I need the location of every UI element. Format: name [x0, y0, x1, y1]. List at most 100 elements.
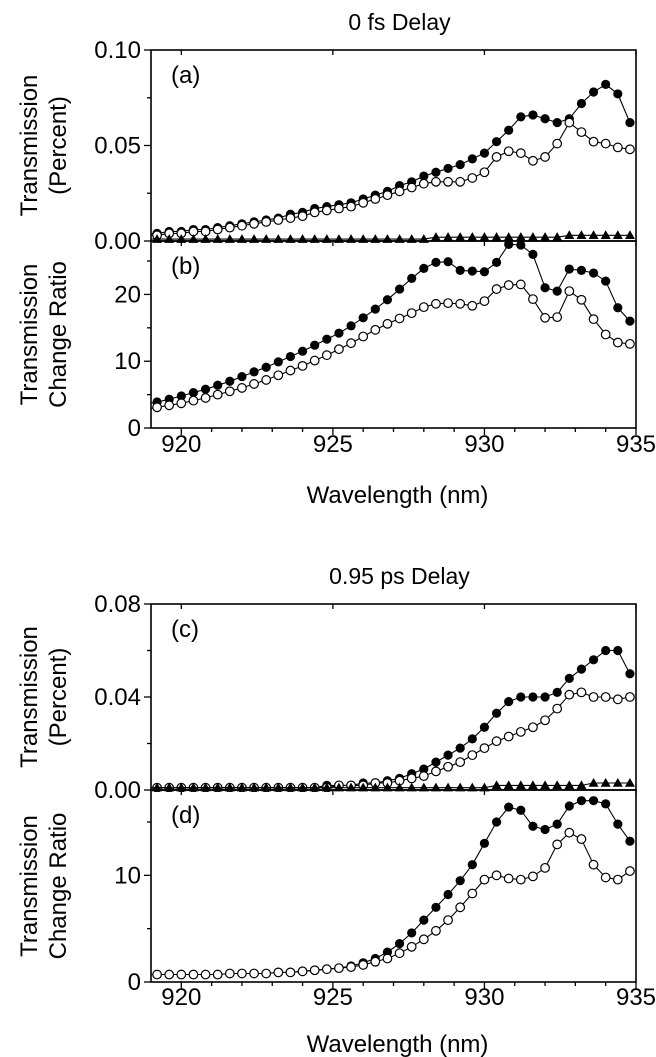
data-point	[612, 778, 623, 787]
data-point	[200, 393, 211, 403]
data-point	[273, 215, 284, 225]
data-point	[540, 780, 551, 790]
data-point	[152, 402, 162, 413]
data-point	[576, 98, 587, 109]
data-point	[310, 340, 320, 350]
data-point	[552, 819, 562, 829]
data-point	[418, 934, 429, 945]
data-point	[491, 817, 502, 827]
data-point	[515, 279, 526, 290]
data-point	[418, 302, 429, 313]
data-point	[612, 142, 623, 153]
data-point	[491, 257, 502, 267]
data-point	[188, 388, 199, 398]
data-point	[297, 211, 308, 222]
data-point	[515, 780, 526, 790]
data-point	[540, 232, 551, 241]
data-point	[297, 360, 308, 371]
y-axis-title: Change Ratio	[45, 813, 72, 960]
data-point	[564, 230, 575, 240]
panel-a: 0.00 0.05 0.10 Transmission (Percent) (a)	[16, 37, 637, 255]
panel-c: 0.00 0.04 0.08 Transmission (Percent) (c)	[16, 591, 637, 804]
data-point	[382, 318, 393, 329]
y-tick-label: 10	[114, 348, 141, 375]
data-point	[443, 889, 453, 900]
data-point	[394, 284, 405, 294]
data-point	[564, 801, 574, 811]
data-point	[419, 915, 429, 925]
data-point	[224, 968, 235, 979]
data-point	[443, 232, 454, 241]
y-axis-title: Transmission	[16, 264, 43, 406]
data-point	[334, 963, 344, 974]
data-point	[358, 313, 368, 323]
data-point	[552, 312, 563, 323]
data-point	[407, 273, 417, 283]
data-point	[564, 117, 575, 128]
data-point	[503, 146, 514, 157]
data-point	[491, 284, 502, 294]
data-point	[503, 280, 514, 290]
data-point	[431, 925, 441, 936]
data-point	[406, 773, 417, 784]
data-point	[576, 687, 587, 698]
data-point	[467, 860, 477, 870]
data-point	[588, 796, 599, 806]
y-tick-label: 0.04	[94, 684, 141, 711]
y-tick-label: 10	[114, 862, 141, 889]
data-point	[237, 371, 247, 382]
data-point	[431, 167, 441, 177]
data-point	[370, 194, 381, 204]
data-point	[455, 902, 466, 913]
data-point	[164, 969, 175, 980]
data-point	[516, 240, 526, 250]
data-point	[528, 249, 538, 259]
data-point	[540, 152, 550, 162]
data-point	[491, 152, 502, 162]
data-point	[418, 771, 429, 781]
data-point	[358, 197, 369, 208]
series-line	[151, 83, 631, 234]
data-point	[467, 888, 478, 899]
data-point	[467, 173, 478, 183]
data-point	[249, 367, 259, 377]
data-point	[285, 365, 296, 376]
data-point	[503, 232, 514, 241]
data-point	[613, 819, 623, 829]
data-point	[613, 645, 623, 656]
y-tick-label: 0.08	[94, 591, 141, 618]
data-point	[370, 304, 380, 314]
data-point	[588, 314, 599, 325]
data-point	[309, 355, 320, 366]
data-point	[540, 283, 550, 293]
data-point	[601, 276, 611, 286]
data-point	[588, 136, 599, 147]
data-point	[273, 967, 284, 978]
panel-d: 0 10 Transmission Change Ratio (d) 920 925 930 9…	[16, 789, 656, 1057]
data-point	[141, 783, 150, 792]
data-point	[141, 231, 150, 240]
data-point	[164, 400, 175, 411]
data-point	[443, 176, 453, 187]
data-point	[140, 783, 149, 792]
data-point	[152, 969, 162, 980]
data-point	[515, 874, 526, 885]
data-point	[576, 265, 587, 275]
data-point	[479, 232, 490, 241]
data-point	[625, 836, 635, 846]
data-point	[601, 799, 611, 809]
data-point	[491, 232, 502, 241]
data-point	[418, 178, 429, 189]
data-point	[285, 351, 296, 362]
data-point	[141, 970, 150, 979]
data-point	[188, 395, 199, 406]
x-tick-label: 925	[313, 431, 353, 458]
data-point	[455, 232, 466, 241]
data-point	[625, 692, 635, 702]
y-axis-title: Transmission	[16, 626, 43, 768]
data-point	[491, 780, 502, 790]
data-point	[249, 968, 259, 979]
data-point	[406, 941, 417, 952]
data-point	[334, 344, 344, 355]
